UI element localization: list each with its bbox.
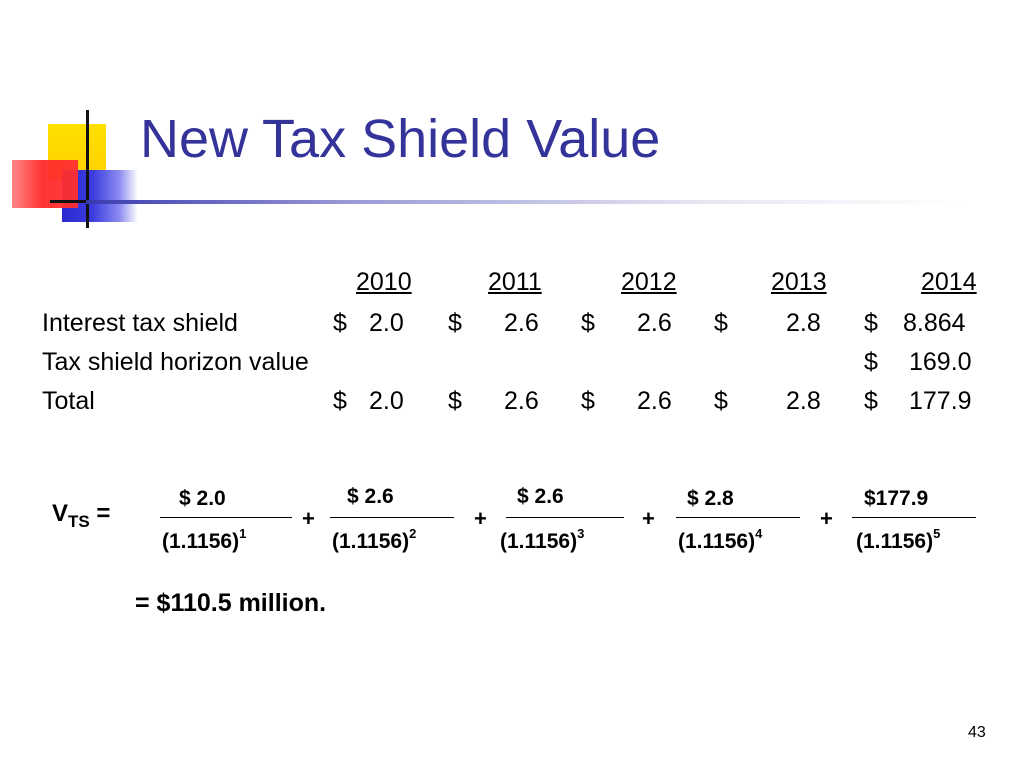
table-cell-value: 169.0 — [909, 348, 972, 376]
table-cell-value: 2.0 — [369, 387, 404, 415]
term-denominator: (1.1156)4 — [678, 526, 763, 553]
year-header-2011: 2011 — [488, 268, 542, 296]
table-cell-currency: $ — [581, 309, 595, 337]
term-numerator: $ 2.6 — [347, 485, 394, 508]
term-exponent: 1 — [239, 526, 247, 541]
term-exponent: 5 — [933, 526, 941, 541]
table-cell-value: 2.6 — [637, 387, 672, 415]
term-numerator: $ 2.6 — [517, 485, 564, 508]
term-denominator: (1.1156)2 — [332, 526, 417, 553]
fraction-bar — [330, 517, 454, 518]
formula-result: = $110.5 million. — [135, 589, 327, 617]
fraction-bar — [852, 517, 976, 518]
term-numerator: $ 2.8 — [687, 487, 734, 510]
fraction-bar — [676, 517, 800, 518]
table-cell-currency: $ — [333, 309, 347, 337]
term-exponent: 3 — [577, 526, 585, 541]
term-numerator: $ 2.0 — [179, 487, 226, 510]
title-underline-rule — [86, 200, 966, 204]
term-denominator: (1.1156)3 — [500, 526, 585, 553]
table-cell-value: 177.9 — [909, 387, 972, 415]
row-label-horizon-value: Tax shield horizon value — [42, 348, 309, 376]
plus-sign: + — [820, 506, 833, 531]
fraction-bar — [506, 517, 624, 518]
table-cell-value: 2.6 — [504, 309, 539, 337]
table-cell-currency: $ — [864, 348, 878, 376]
table-cell-currency: $ — [333, 387, 347, 415]
table-cell-currency: $ — [581, 387, 595, 415]
table-cell-currency: $ — [864, 309, 878, 337]
table-cell-currency: $ — [448, 387, 462, 415]
table-cell-currency: $ — [714, 309, 728, 337]
vts-equals: = — [96, 500, 111, 527]
table-cell-value: 2.8 — [786, 387, 821, 415]
table-cell-value: 2.0 — [369, 309, 404, 337]
fraction-bar — [160, 517, 292, 518]
plus-sign: + — [474, 506, 487, 531]
year-header-2010: 2010 — [356, 268, 412, 296]
page-number: 43 — [968, 724, 986, 741]
slide-title: New Tax Shield Value — [140, 109, 661, 169]
term-exponent: 4 — [755, 526, 763, 541]
table-cell-value: 8.864 — [903, 309, 966, 337]
vts-label: VTS = — [52, 500, 111, 531]
logo-vertical-line — [86, 110, 89, 228]
row-label-total: Total — [42, 387, 95, 415]
term-exponent: 2 — [409, 526, 417, 541]
row-label-interest-tax-shield: Interest tax shield — [42, 309, 238, 337]
term-denominator: (1.1156)1 — [162, 526, 247, 553]
slide-logo-decoration — [0, 0, 140, 240]
vts-main: V — [52, 500, 69, 527]
table-cell-value: 2.6 — [637, 309, 672, 337]
year-header-2013: 2013 — [771, 268, 827, 296]
table-cell-currency: $ — [714, 387, 728, 415]
plus-sign: + — [642, 506, 655, 531]
table-cell-value: 2.8 — [786, 309, 821, 337]
plus-sign: + — [302, 506, 315, 531]
term-numerator: $177.9 — [864, 487, 929, 510]
table-cell-currency: $ — [448, 309, 462, 337]
term-denominator: (1.1156)5 — [856, 526, 941, 553]
table-cell-value: 2.6 — [504, 387, 539, 415]
year-header-2014: 2014 — [921, 268, 977, 296]
year-header-2012: 2012 — [621, 268, 677, 296]
table-cell-currency: $ — [864, 387, 878, 415]
vts-subscript: TS — [68, 511, 90, 531]
